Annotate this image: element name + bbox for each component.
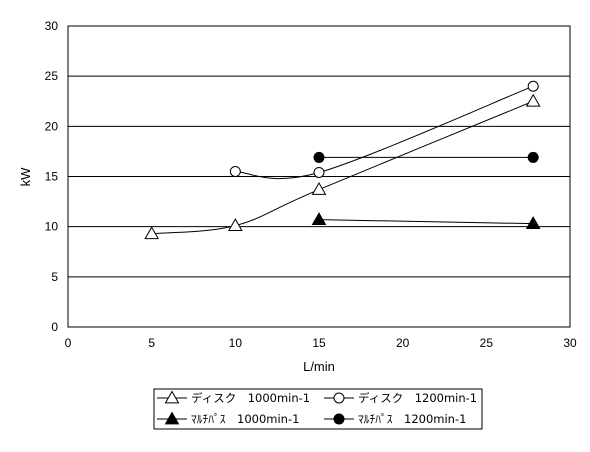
x-tick-label: 10 — [229, 336, 243, 350]
series-line-2 — [235, 85, 534, 180]
legend-label: ﾏﾙﾁﾊﾟｽ 1000min-1 — [191, 412, 299, 426]
series-line-3 — [318, 219, 534, 225]
legend-marker — [333, 392, 345, 404]
y-tick-label: 30 — [45, 19, 59, 33]
y-tick-label: 20 — [45, 119, 59, 133]
data-point — [227, 218, 243, 232]
legend-item: ﾏﾙﾁﾊﾟｽ 1200min-1 — [324, 412, 466, 426]
plot-area — [67, 25, 571, 328]
y-axis-tick-labels: 0 5 10 15 20 25 30 — [45, 19, 59, 334]
x-tick-label: 15 — [312, 336, 326, 350]
legend-marker — [333, 413, 345, 425]
series-2 — [229, 80, 539, 180]
y-tick-label: 15 — [45, 170, 59, 184]
legend: ディスク 1000min-1 ディスク 1200min-1 ﾏﾙﾁﾊﾟｽ 1000m… — [153, 388, 483, 430]
x-tick-label: 25 — [480, 336, 494, 350]
data-point — [527, 80, 539, 92]
y-tick-label: 5 — [51, 270, 58, 284]
x-axis-tick-labels: 0 5 10 15 20 25 30 — [65, 336, 577, 350]
legend-box — [153, 388, 483, 430]
data-point — [525, 93, 541, 107]
y-axis-title: kW — [18, 167, 33, 187]
data-point — [527, 151, 539, 163]
legend-item: ﾏﾙﾁﾊﾟｽ 1000min-1 — [157, 411, 299, 426]
legend-label: ディスク 1200min-1 — [358, 391, 477, 405]
data-point — [313, 166, 325, 178]
legend-marker — [164, 390, 180, 404]
data-point — [313, 151, 325, 163]
legend-label: ﾏﾙﾁﾊﾟｽ 1200min-1 — [358, 412, 466, 426]
series-3 — [311, 212, 541, 230]
legend-marker — [164, 411, 180, 425]
x-axis-title: L/min — [303, 359, 335, 374]
legend-item: ディスク 1000min-1 — [157, 390, 310, 405]
y-tick-label: 10 — [45, 220, 59, 234]
y-tick-label: 25 — [45, 69, 59, 83]
x-tick-label: 5 — [148, 336, 155, 350]
series-1 — [144, 93, 541, 240]
x-tick-label: 30 — [563, 336, 577, 350]
data-point — [144, 226, 160, 240]
series-line-1 — [151, 100, 534, 235]
y-tick-label: 0 — [51, 320, 58, 334]
data-point — [311, 212, 327, 226]
data-point — [229, 165, 241, 177]
x-tick-label: 0 — [65, 336, 72, 350]
data-point — [525, 216, 541, 230]
data-point — [311, 182, 327, 195]
series-layer — [144, 80, 541, 240]
legend-label: ディスク 1000min-1 — [191, 391, 310, 405]
legend-item: ディスク 1200min-1 — [324, 391, 477, 405]
series-4 — [313, 151, 539, 163]
x-tick-label: 20 — [396, 336, 410, 350]
